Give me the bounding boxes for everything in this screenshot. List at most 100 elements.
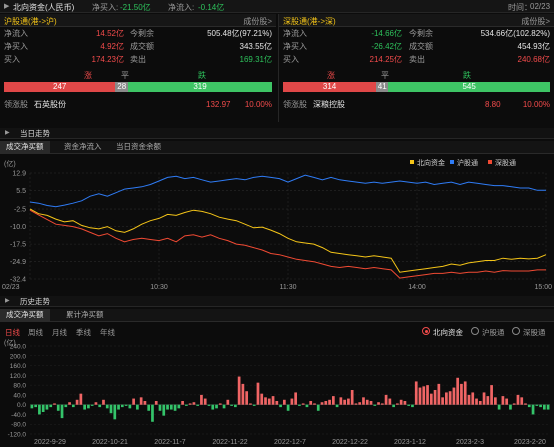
history-bar (482, 392, 486, 405)
history-bar (429, 393, 433, 405)
history-section-header[interactable]: ▶ 历史走势 (0, 296, 554, 307)
period-day[interactable]: 日线 (5, 328, 20, 337)
history-bar (151, 404, 154, 422)
history-bar (497, 404, 501, 410)
legend-swatch-1 (450, 160, 454, 164)
sz-components-link[interactable]: 成份股> (521, 17, 550, 26)
radio-sz-icon[interactable] (512, 327, 520, 335)
sz-netbuy-label: 净买入 (283, 42, 307, 51)
history-bar (38, 404, 41, 415)
sh-remain-value: 505.48亿(97.21%) (207, 29, 272, 38)
history-bar (30, 404, 34, 409)
radio-north-icon[interactable] (422, 327, 430, 335)
history-bar (177, 404, 181, 409)
history-bar (305, 404, 309, 408)
caret-icon[interactable]: ▶ (4, 3, 10, 10)
history-bar (166, 404, 169, 410)
sz-inflow-value: -14.66亿 (371, 29, 402, 38)
y-tick-label: 0.0 (17, 402, 26, 409)
history-bar (249, 403, 252, 405)
history-bar (456, 377, 460, 405)
history-bar (279, 404, 282, 408)
sh-down-bar: 319 (128, 82, 272, 92)
x-tick-label: 2022-11-7 (154, 439, 186, 446)
sz-breadth-labels: 涨 平 跌 (279, 70, 554, 82)
sz-leader-pct: 10.00% (522, 100, 550, 109)
tab-net-inflow[interactable]: 资金净流入 (64, 142, 102, 151)
sz-leader-label: 领涨股 (283, 100, 307, 109)
sh-buy-value: 174.23亿 (91, 55, 124, 64)
sz-netbuy-value: -26.42亿 (371, 42, 402, 51)
radio-sz-label[interactable]: 深股通 (523, 328, 546, 337)
history-bar (335, 404, 339, 408)
history-bar (328, 399, 331, 405)
sh-leader-row[interactable]: 领涨股 石英股份 132.97 10.00% (0, 98, 276, 111)
x-tick-label: 2023-2-3 (456, 439, 484, 446)
history-bar (369, 401, 373, 405)
history-bar (373, 404, 377, 406)
x-tick-label: 15:00 (534, 284, 552, 291)
radio-sh-icon[interactable] (471, 327, 479, 335)
history-bar (411, 404, 414, 408)
history-bar (384, 394, 388, 405)
period-month[interactable]: 月线 (52, 328, 67, 337)
sh-flat-bar: 28 (115, 82, 129, 92)
history-bar (139, 397, 143, 405)
tab-history-cumulative[interactable]: 累计净买额 (66, 310, 104, 319)
history-bar (475, 398, 478, 405)
history-bar (403, 401, 407, 405)
history-bar (298, 404, 301, 406)
history-bar (185, 404, 188, 406)
history-bar (169, 404, 173, 410)
history-bar (252, 404, 256, 406)
sz-leader-name[interactable]: 深粮控股 (313, 100, 345, 109)
tab-net-buy[interactable]: 成交净买额 (0, 141, 50, 153)
sh-connect-panel: 沪股通(港->沪) 成份股> 净流入 14.52亿 今剩余 505.48亿(97… (0, 14, 276, 122)
history-bar (113, 404, 117, 420)
history-bar (339, 397, 343, 405)
series-line-1 (29, 174, 546, 208)
history-bar (539, 404, 542, 408)
tab-balance[interactable]: 当日资金余额 (116, 142, 161, 151)
sh-leader-name[interactable]: 石英股份 (34, 100, 66, 109)
sh-components-link[interactable]: 成份股> (243, 17, 272, 26)
sz-leader-row[interactable]: 领涨股 深粮控股 8.80 10.00% (279, 98, 554, 111)
history-bar (158, 404, 162, 411)
x-tick-label: 11:30 (280, 284, 297, 291)
history-bar (414, 381, 418, 405)
history-bar (56, 404, 60, 411)
x-tick-label: 2023-1-12 (394, 439, 426, 446)
caret-icon[interactable]: ▶ (5, 130, 10, 136)
intraday-section-header[interactable]: ▶ 当日走势 (0, 128, 554, 139)
sh-leader-label: 领涨股 (4, 100, 28, 109)
sh-sell-label: 卖出 (130, 55, 146, 64)
radio-north-label[interactable]: 北向资金 (433, 328, 463, 337)
history-bar-chart: (亿)240.0 200.0 160.0 120.0 80.0 40.0 0.0 -40.0 -… (4, 338, 550, 446)
sz-sell-value: 240.68亿 (517, 55, 550, 64)
history-bar (264, 397, 267, 405)
x-tick-label: 14:00 (408, 284, 426, 291)
history-bar (143, 401, 147, 405)
caret-icon[interactable]: ▶ (5, 298, 10, 304)
net-buy-label: 净买入: (92, 3, 119, 12)
radio-sh-label[interactable]: 沪股通 (482, 328, 505, 337)
y-tick-label: -80.0 (11, 422, 26, 429)
tab-history-net-buy[interactable]: 成交净买额 (0, 309, 50, 321)
y-tick-label: -10.0 (10, 224, 26, 231)
history-bar (377, 402, 380, 405)
history-bar (316, 404, 320, 411)
sz-turnover-label: 成交额 (409, 42, 433, 51)
period-year[interactable]: 年线 (100, 328, 115, 337)
history-bar (509, 404, 512, 410)
period-week[interactable]: 周线 (28, 328, 43, 337)
history-bar (79, 393, 83, 405)
history-bar (188, 403, 192, 405)
history-bar (505, 398, 509, 405)
history-bar (467, 394, 471, 405)
history-bar (64, 404, 68, 408)
sh-netbuy-label: 净买入 (4, 42, 28, 51)
y-tick-label: -24.9 (10, 259, 26, 266)
period-quarter[interactable]: 季线 (76, 328, 91, 337)
history-bar (445, 392, 448, 405)
